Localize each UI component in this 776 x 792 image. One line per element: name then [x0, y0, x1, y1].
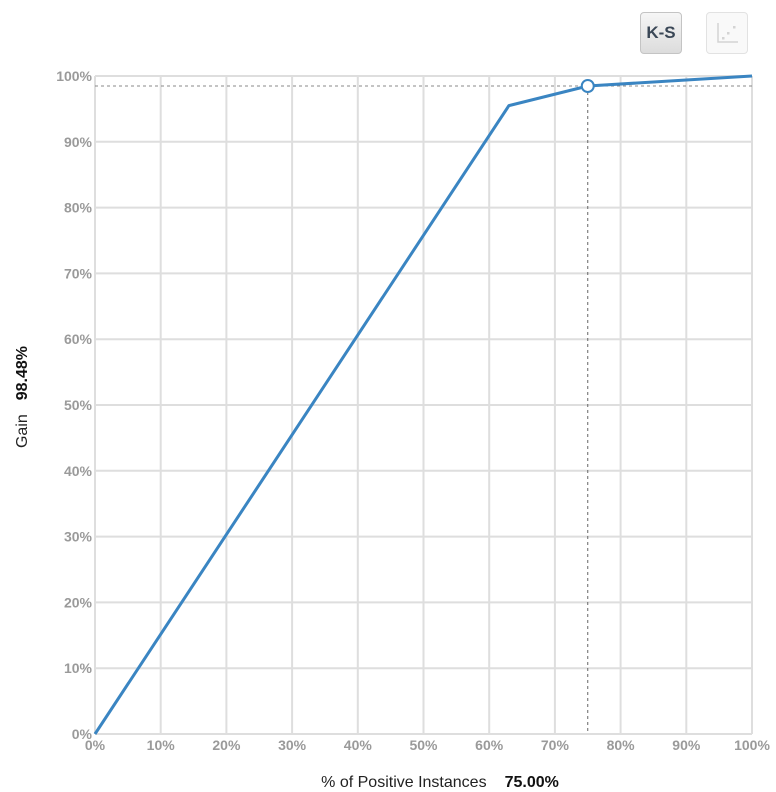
- x-tick-label: 0%: [85, 737, 106, 753]
- y-tick-labels: 0% 10% 20% 30% 40% 50% 60% 70% 80% 90% 100%: [56, 68, 92, 742]
- x-tick-label: 10%: [147, 737, 176, 753]
- x-tick-label: 60%: [475, 737, 504, 753]
- y-tick-label: 70%: [64, 265, 93, 281]
- y-tick-label: 90%: [64, 134, 93, 150]
- y-tick-label: 60%: [64, 331, 93, 347]
- x-value-readout: 75.00%: [505, 774, 559, 791]
- chart-toolbar: K-S: [640, 12, 760, 56]
- x-tick-label: 20%: [212, 737, 241, 753]
- y-tick-label: 0%: [72, 726, 93, 742]
- selected-point-marker[interactable]: [580, 79, 595, 94]
- x-tick-labels: 0% 10% 20% 30% 40% 50% 60% 70% 80% 90% 100%: [85, 737, 771, 753]
- x-tick-label: 50%: [409, 737, 438, 753]
- x-axis-label: % of Positive Instances: [321, 774, 486, 791]
- series: [93, 74, 753, 735]
- y-tick-label: 30%: [64, 529, 93, 545]
- y-tick-label: 20%: [64, 594, 93, 610]
- scatter-plot-button[interactable]: [706, 12, 748, 54]
- y-axis-label: Gain: [14, 414, 31, 448]
- grid: [94, 75, 753, 735]
- y-value-readout: 98.48%: [14, 346, 31, 400]
- x-tick-label: 70%: [541, 737, 570, 753]
- scatter-plot-icon: [717, 23, 738, 43]
- x-tick-label: 80%: [607, 737, 636, 753]
- x-tick-label: 30%: [278, 737, 307, 753]
- gain-curve: [93, 74, 753, 735]
- ks-button[interactable]: K-S: [640, 12, 682, 54]
- x-tick-label: 90%: [672, 737, 701, 753]
- y-axis-title: Gain 98.48%: [14, 346, 31, 448]
- y-tick-label: 80%: [64, 200, 93, 216]
- svg-text:Gain98.48%: Gain 98.48%: [14, 346, 31, 448]
- y-tick-label: 50%: [64, 397, 93, 413]
- y-tick-label: 100%: [56, 68, 92, 84]
- y-tick-label: 10%: [64, 660, 93, 676]
- x-tick-label: 100%: [734, 737, 770, 753]
- x-tick-label: 40%: [344, 737, 373, 753]
- x-axis-title: % of Positive Instances 75.00%: [321, 774, 559, 791]
- y-tick-label: 40%: [64, 463, 93, 479]
